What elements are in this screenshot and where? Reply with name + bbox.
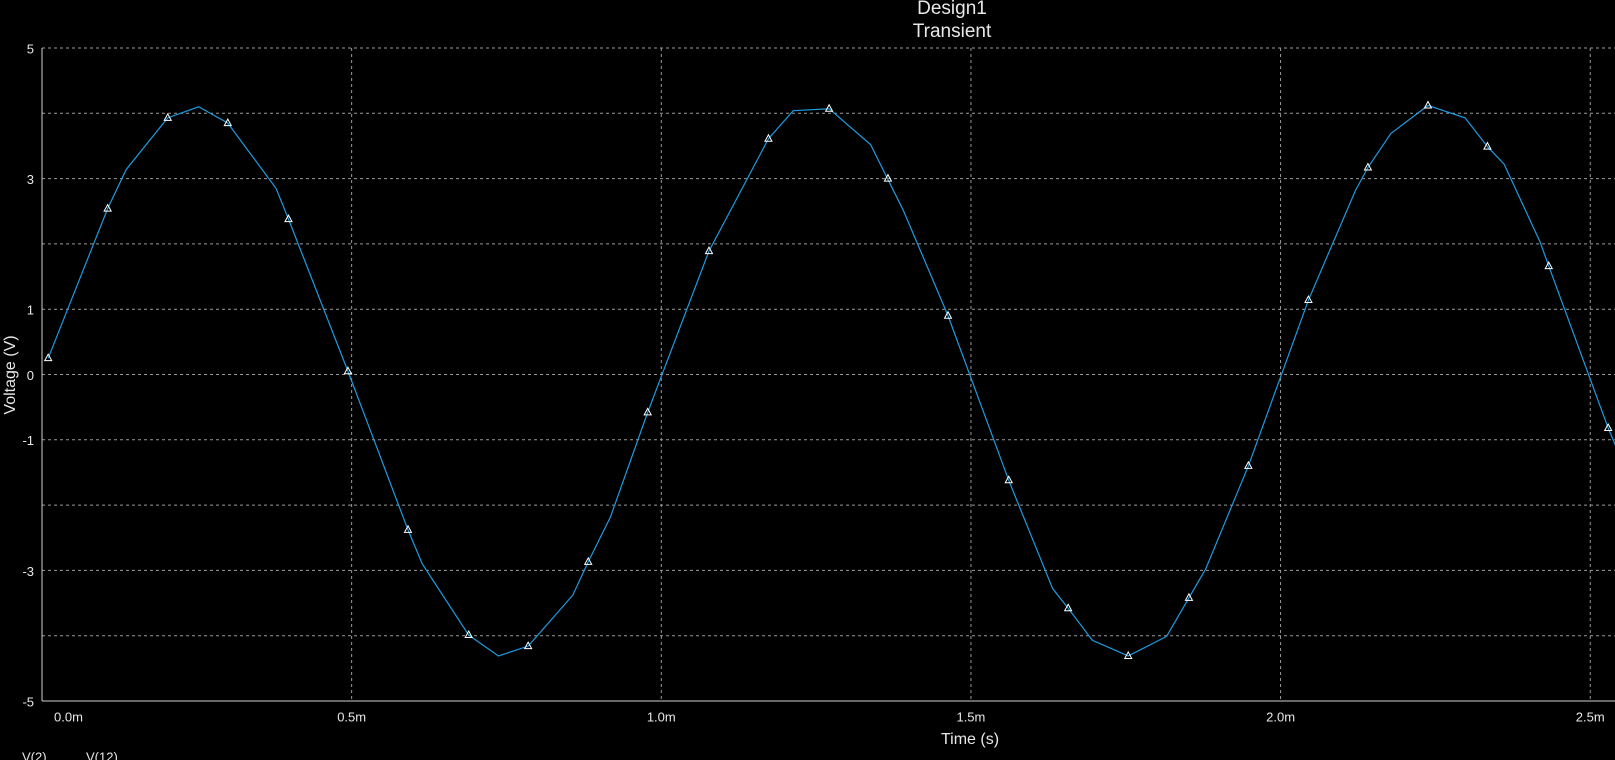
data-marker [403, 524, 413, 533]
data-marker [1063, 603, 1073, 612]
data-marker [464, 629, 474, 639]
data-marker [1423, 100, 1433, 109]
data-marker [284, 214, 293, 223]
chart-subtitle: Transient [913, 21, 992, 42]
x-tick-label: 1.0m [647, 709, 676, 724]
chart-title: Design1 [917, 0, 987, 19]
data-marker [764, 133, 773, 142]
data-marker [223, 118, 233, 127]
y-axis-label: Voltage (V) [2, 335, 19, 414]
y-tick-label: 0 [27, 368, 34, 383]
data-marker [1483, 141, 1492, 150]
data-marker [1184, 592, 1194, 601]
x-axis-label: Time (s) [941, 731, 999, 748]
data-marker [583, 556, 593, 565]
data-marker [883, 173, 893, 182]
data-marker [1603, 422, 1613, 432]
legend-entry: V(12) [86, 749, 118, 760]
x-tick-label: 1.5m [956, 709, 985, 724]
data-marker [523, 641, 533, 650]
data-marker [943, 310, 953, 319]
data-marker [1244, 460, 1253, 469]
y-tick-label: -3 [22, 564, 34, 579]
data-marker [1544, 261, 1554, 270]
data-line [47, 104, 1615, 657]
data-marker [704, 246, 714, 255]
x-tick-label: 0.0m [54, 709, 83, 724]
x-tick-label: 2.5m [1576, 709, 1605, 724]
y-tick-label: -5 [22, 694, 34, 709]
data-marker [163, 112, 173, 121]
x-tick-label: 0.5m [337, 709, 366, 724]
data-marker [1304, 295, 1313, 304]
data-marker [343, 366, 353, 375]
y-tick-label: 5 [27, 41, 34, 56]
x-tick-label: 2.0m [1266, 709, 1295, 724]
data-marker [43, 353, 53, 362]
data-marker [1004, 475, 1014, 484]
y-tick-label: 1 [27, 303, 34, 318]
data-marker [1123, 650, 1133, 659]
data-marker [1363, 162, 1373, 171]
data-marker [643, 407, 653, 416]
y-tick-label: -1 [22, 433, 34, 448]
data-marker [824, 103, 834, 112]
data-marker [103, 203, 112, 212]
legend-entry: V(2) [22, 749, 47, 760]
y-tick-label: 3 [27, 172, 34, 187]
